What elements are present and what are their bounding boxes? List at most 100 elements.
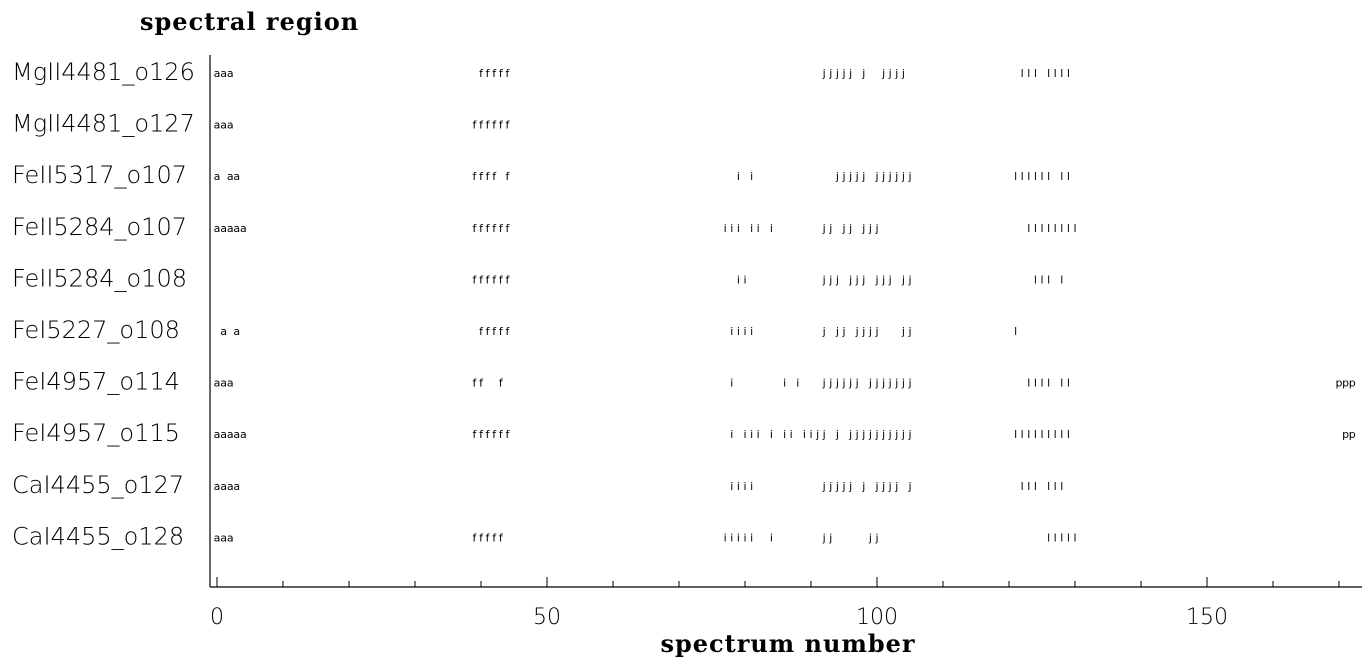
data-point: j: [881, 480, 885, 493]
data-point: i: [757, 428, 760, 441]
data-point: i: [790, 428, 793, 441]
region-label: FeII5284_o107: [12, 213, 187, 241]
data-point: l: [1027, 67, 1030, 80]
data-point: f: [499, 531, 504, 544]
data-point: i: [809, 428, 812, 441]
data-point: j: [861, 325, 865, 338]
data-point: a: [220, 325, 227, 338]
data-point: j: [835, 377, 839, 390]
data-point: j: [855, 170, 859, 183]
data-point: a: [227, 377, 234, 390]
data-point: j: [822, 273, 826, 286]
data-point: j: [861, 273, 865, 286]
data-point: f: [505, 67, 510, 80]
data-point: f: [479, 119, 484, 132]
data-point: i: [730, 325, 733, 338]
data-point: f: [479, 531, 484, 544]
data-point: l: [1021, 480, 1024, 493]
data-point: f: [499, 222, 504, 235]
data-point: j: [901, 428, 905, 441]
data-point: j: [835, 428, 839, 441]
data-point: l: [1047, 428, 1050, 441]
data-point: f: [492, 273, 497, 286]
data-point: j: [874, 222, 878, 235]
data-point: a: [214, 222, 221, 235]
data-point: a: [220, 377, 227, 390]
data-point: l: [1040, 428, 1043, 441]
data-point: f: [499, 428, 504, 441]
data-point: j: [901, 67, 905, 80]
data-point: j: [855, 428, 859, 441]
data-point: l: [1014, 325, 1017, 338]
data-point: f: [499, 67, 504, 80]
data-point: i: [750, 428, 753, 441]
data-point: l: [1040, 377, 1043, 390]
data-point: j: [828, 67, 832, 80]
data-point: j: [907, 170, 911, 183]
data-point: j: [874, 325, 878, 338]
data-point: i: [737, 325, 740, 338]
data-point: l: [1054, 531, 1057, 544]
data-point: l: [1067, 170, 1070, 183]
data-point: j: [901, 170, 905, 183]
data-point: j: [874, 531, 878, 544]
data-point: j: [894, 170, 898, 183]
data-point: f: [486, 222, 491, 235]
data-point: j: [901, 273, 905, 286]
data-point: j: [861, 170, 865, 183]
data-point: j: [855, 273, 859, 286]
data-point: j: [855, 377, 859, 390]
data-point: i: [750, 222, 753, 235]
data-point: f: [505, 273, 510, 286]
data-point: i: [737, 222, 740, 235]
data-point: l: [1067, 67, 1070, 80]
data-point: l: [1047, 67, 1050, 80]
region-label: FeI4957_o114: [12, 368, 180, 396]
data-point: l: [1021, 428, 1024, 441]
region-label: FeII5317_o107: [12, 161, 187, 189]
data-point: j: [841, 377, 845, 390]
data-point: i: [730, 428, 733, 441]
data-point: j: [861, 67, 865, 80]
data-point: a: [227, 170, 234, 183]
data-point: f: [486, 273, 491, 286]
data-point: l: [1027, 428, 1030, 441]
data-point: l: [1034, 480, 1037, 493]
data-point: a: [220, 119, 227, 132]
data-point: i: [750, 531, 753, 544]
data-point: j: [868, 325, 872, 338]
data-point: j: [835, 273, 839, 286]
data-point: j: [868, 222, 872, 235]
data-point: j: [874, 170, 878, 183]
data-point: l: [1054, 67, 1057, 80]
data-point: i: [737, 480, 740, 493]
data-point: l: [1054, 222, 1057, 235]
data-point: j: [848, 170, 852, 183]
data-point: j: [907, 428, 911, 441]
data-point: f: [499, 273, 504, 286]
data-point: j: [848, 273, 852, 286]
region-label: MgII4481_o126: [12, 58, 195, 86]
data-point: f: [486, 67, 491, 80]
data-point: p: [1349, 377, 1356, 390]
data-point: f: [492, 222, 497, 235]
data-point: i: [743, 428, 746, 441]
data-point: f: [479, 273, 484, 286]
data-point: l: [1047, 531, 1050, 544]
data-point: j: [841, 170, 845, 183]
data-point: f: [486, 531, 491, 544]
data-point: f: [486, 170, 491, 183]
data-point: j: [861, 480, 865, 493]
data-point: f: [472, 222, 477, 235]
data-point: j: [835, 170, 839, 183]
data-point: j: [888, 428, 892, 441]
data-point: l: [1060, 273, 1063, 286]
data-point: j: [907, 377, 911, 390]
data-point: f: [479, 222, 484, 235]
x-tick-label: 50: [533, 605, 561, 630]
data-point: a: [240, 222, 247, 235]
data-point: l: [1067, 531, 1070, 544]
data-point: j: [907, 325, 911, 338]
data-point: a: [227, 222, 234, 235]
